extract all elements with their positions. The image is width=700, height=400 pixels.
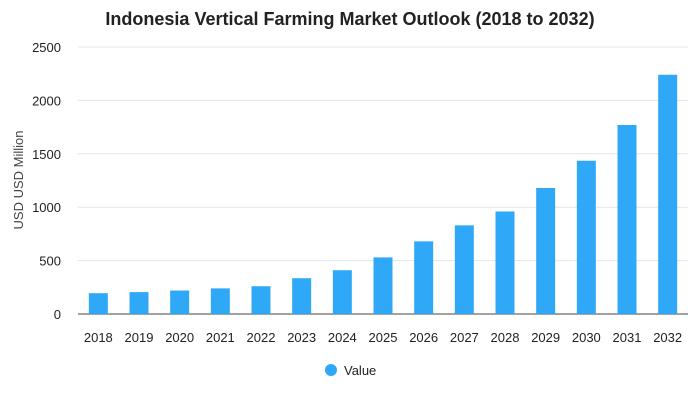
chart-title: Indonesia Vertical Farming Market Outloo…	[105, 9, 594, 29]
x-tick-label: 2030	[572, 330, 601, 345]
x-tick-label: 2020	[165, 330, 194, 345]
bar-2020	[170, 290, 190, 314]
x-tick-label: 2027	[450, 330, 479, 345]
tick-labels: 0 500 1000 1500 2000 2500 2018 2019 2020 2021 2022…	[32, 40, 682, 345]
y-tick-label: 2500	[32, 40, 61, 55]
x-tick-label: 2029	[531, 330, 560, 345]
bar-2032	[658, 74, 678, 314]
y-axis-label: USD USD Million	[11, 131, 26, 230]
y-tick-label: 2000	[32, 93, 61, 108]
x-tick-label: 2025	[369, 330, 398, 345]
bar-2028	[495, 211, 515, 314]
bar-2027	[454, 225, 474, 314]
x-tick-label: 2021	[206, 330, 235, 345]
x-tick-label: 2024	[328, 330, 357, 345]
bar-2022	[251, 286, 271, 314]
x-tick-label: 2019	[125, 330, 154, 345]
bar-2024	[332, 270, 352, 314]
bar-2025	[373, 257, 393, 314]
bar-2021	[210, 288, 230, 314]
bar-2026	[414, 241, 434, 314]
x-tick-label: 2028	[491, 330, 520, 345]
bar-2031	[617, 124, 637, 315]
x-tick-label: 2022	[247, 330, 276, 345]
x-tick-label: 2026	[409, 330, 438, 345]
x-tick-label: 2023	[287, 330, 316, 345]
y-tick-label: 0	[54, 307, 61, 322]
y-tick-label: 1000	[32, 200, 61, 215]
gridlines	[78, 46, 688, 262]
bar-2023	[292, 278, 312, 314]
bar-2030	[576, 160, 596, 314]
legend-label: Value	[344, 363, 376, 378]
x-tick-label: 2031	[613, 330, 642, 345]
y-tick-label: 500	[39, 254, 61, 269]
bars	[88, 74, 678, 315]
legend: Value	[325, 363, 376, 378]
bar-2029	[536, 187, 556, 314]
x-tick-label: 2032	[653, 330, 682, 345]
bar-2018	[88, 293, 108, 314]
y-tick-label: 1500	[32, 147, 61, 162]
legend-swatch	[325, 364, 337, 376]
x-tick-label: 2018	[84, 330, 113, 345]
bar-2019	[129, 292, 149, 314]
